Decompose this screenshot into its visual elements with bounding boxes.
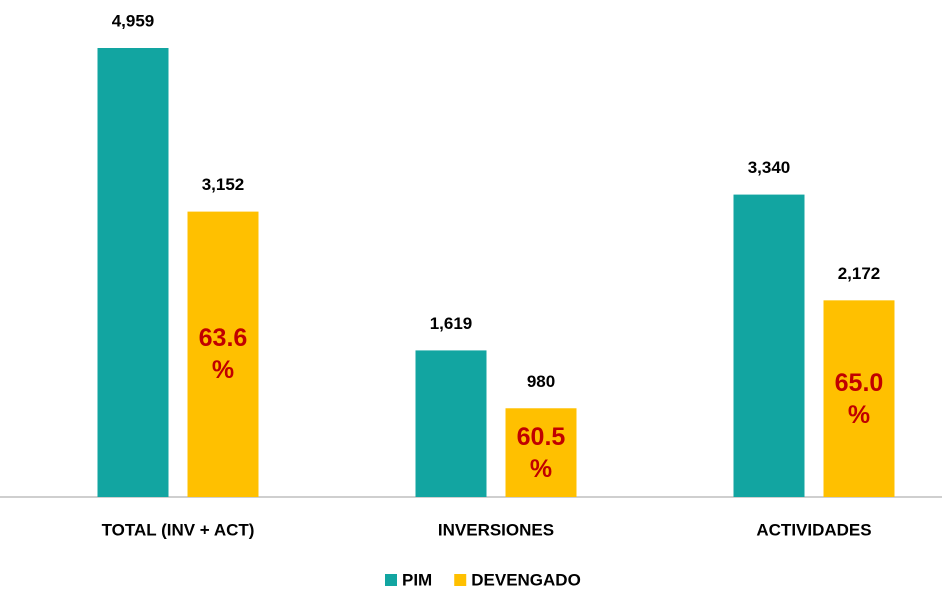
percent-annotation: 65.0 % (834, 368, 884, 429)
bar (415, 350, 487, 497)
bar (733, 194, 805, 497)
data-label: 1,619 (430, 314, 473, 333)
data-label: 980 (527, 372, 555, 391)
bar (505, 408, 577, 497)
bar (187, 211, 259, 497)
bar (823, 300, 895, 497)
percent-annotation: 60.5 % (516, 422, 566, 483)
legend-swatch (385, 574, 397, 586)
x-tick-label: TOTAL (INV + ACT) (102, 520, 255, 539)
data-label: 4,959 (112, 11, 155, 30)
percent-annotation: 63.6 % (198, 324, 248, 385)
x-tick-label: ACTIVIDADES (756, 520, 871, 539)
bar (97, 48, 169, 497)
data-label: 3,340 (748, 158, 791, 177)
data-label: 2,172 (838, 264, 881, 283)
legend-label: DEVENGADO (471, 570, 581, 589)
data-label: 3,152 (202, 175, 245, 194)
x-tick-label: INVERSIONES (438, 520, 554, 539)
legend-label: PIM (402, 570, 432, 589)
legend-swatch (454, 574, 467, 586)
